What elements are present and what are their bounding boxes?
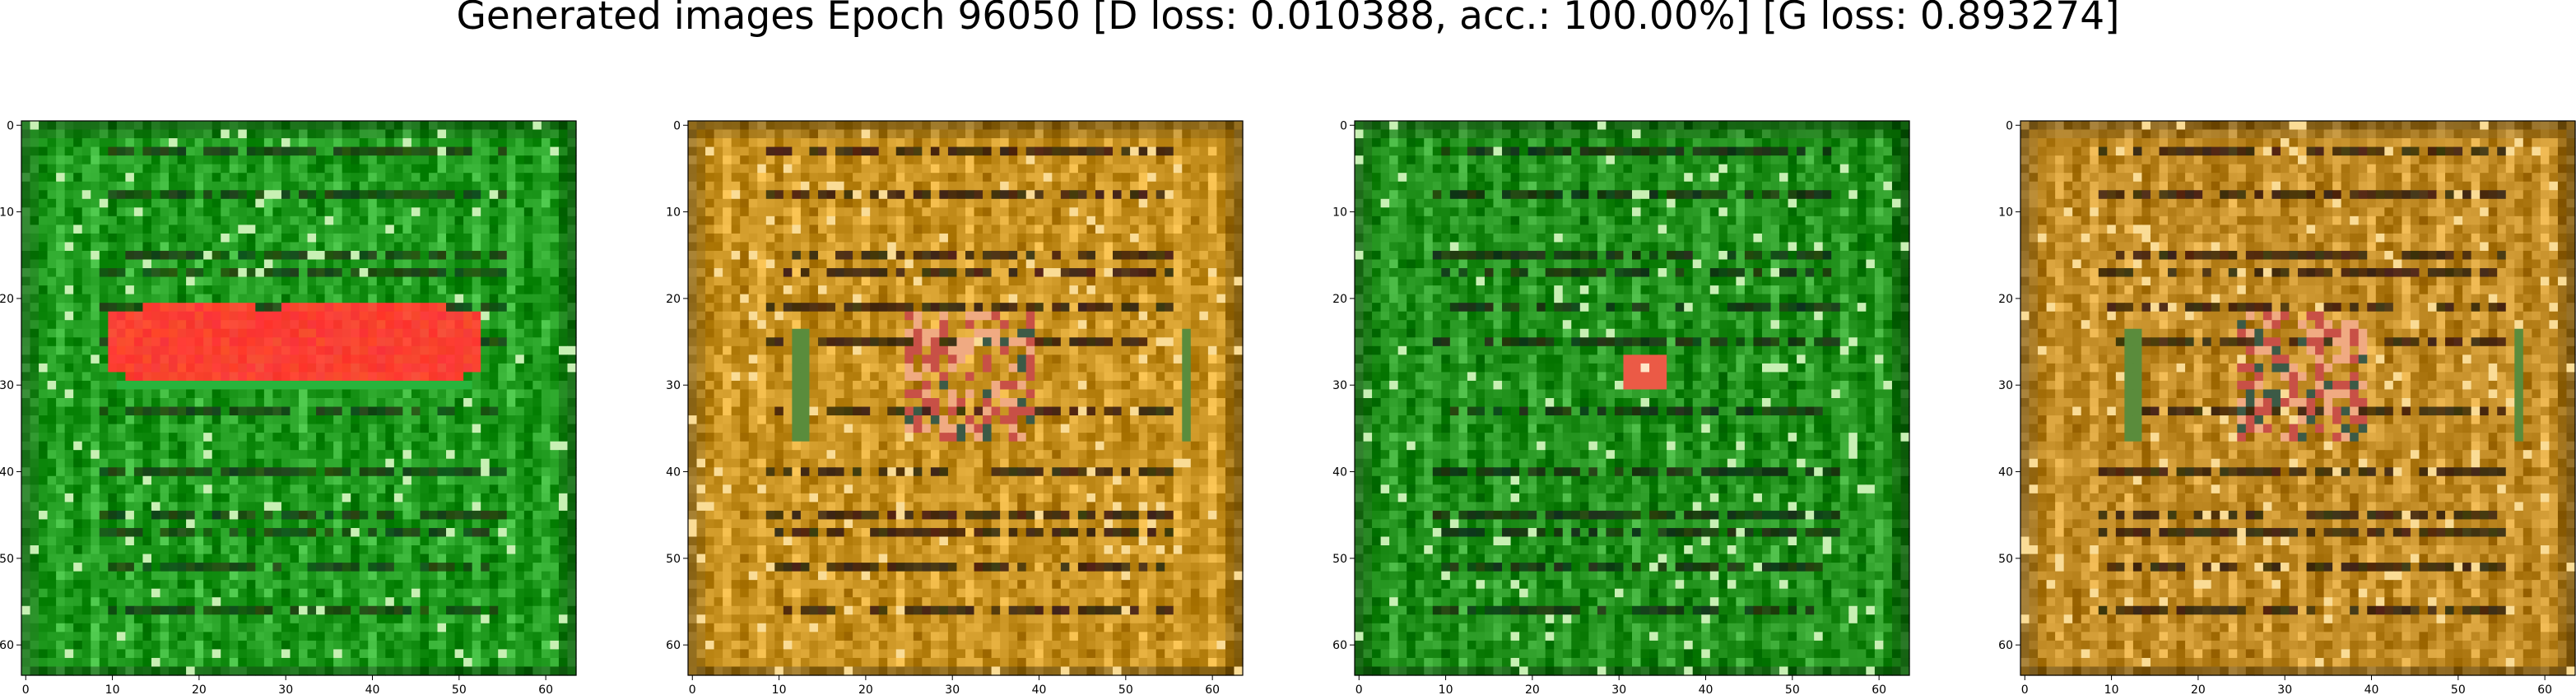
x-tick-label: 10 [772,683,787,695]
x-tick-label: 20 [858,683,873,695]
x-tick-label: 10 [1439,683,1453,695]
y-tick-label: 50 [1998,553,2013,566]
y-tick-label: 60 [1332,639,1347,652]
y-tick-label: 10 [666,206,681,220]
x-tick-label: 10 [2104,683,2119,695]
y-tick-label: 0 [1340,119,1347,132]
x-tick-label: 10 [105,683,120,695]
x-tick-label: 30 [945,683,960,695]
panel-1: 0 10 20 30 40 50 60 0 10 20 30 40 50 60 [0,119,577,695]
y-tick-label: 0 [2006,119,2013,132]
x-tick-label: 30 [278,683,293,695]
y-tick-label: 20 [1998,293,2013,306]
y-tick-label: 60 [0,639,14,652]
axes-frame [2020,120,2576,676]
x-tick-label: 50 [1785,683,1800,695]
y-tick-label: 0 [673,119,681,132]
y-tick-label: 40 [1332,466,1347,480]
x-tick-label: 50 [1118,683,1133,695]
y-tick-label: 30 [1998,379,2013,392]
y-tick-label: 10 [0,206,14,220]
y-tick-label: 30 [666,379,681,392]
axes-frame [687,120,1244,676]
y-tick-label: 20 [1332,293,1347,306]
panel-2: 0 10 20 30 40 50 60 0 10 20 30 40 50 60 [666,119,1244,695]
y-tick-label: 30 [1332,379,1347,392]
y-tick-label: 40 [1998,466,2013,480]
y-tick-label: 0 [7,119,14,132]
x-tick-label: 60 [1872,683,1886,695]
y-tick-label: 50 [666,553,681,566]
x-tick-label: 0 [2021,683,2029,695]
x-tick-label: 60 [1205,683,1220,695]
x-tick-label: 0 [22,683,30,695]
x-tick-label: 60 [2537,683,2552,695]
y-tick-label: 40 [666,466,681,480]
y-tick-label: 10 [1332,206,1347,220]
x-tick-label: 20 [2191,683,2206,695]
y-tick-label: 60 [1998,639,2013,652]
x-tick-label: 30 [2277,683,2292,695]
y-tick-label: 10 [1998,206,2013,220]
x-tick-label: 40 [1699,683,1713,695]
x-tick-label: 40 [1032,683,1047,695]
y-tick-label: 20 [666,293,681,306]
y-tick-label: 30 [0,379,14,392]
x-tick-label: 20 [1525,683,1540,695]
x-tick-label: 30 [1611,683,1626,695]
x-tick-label: 60 [538,683,553,695]
axes-frame [1354,120,1910,676]
x-tick-label: 40 [365,683,380,695]
x-tick-label: 20 [192,683,207,695]
x-tick-label: 40 [2364,683,2379,695]
y-tick-label: 20 [0,293,14,306]
axes-frame [21,120,577,676]
x-tick-label: 50 [2451,683,2466,695]
x-tick-label: 50 [452,683,467,695]
y-tick-label: 60 [666,639,681,652]
x-tick-label: 0 [689,683,696,695]
y-tick-label: 50 [0,553,14,566]
figure-title: Generated images Epoch 96050 [D loss: 0.… [456,0,2120,39]
panel-4: 0 10 20 30 40 50 60 0 10 20 30 40 50 60 [1998,119,2576,695]
y-tick-label: 50 [1332,553,1347,566]
y-tick-label: 40 [0,466,14,480]
panel-3: 0 10 20 30 40 50 60 0 10 20 30 40 50 60 [1332,119,1910,695]
x-tick-label: 0 [1355,683,1363,695]
